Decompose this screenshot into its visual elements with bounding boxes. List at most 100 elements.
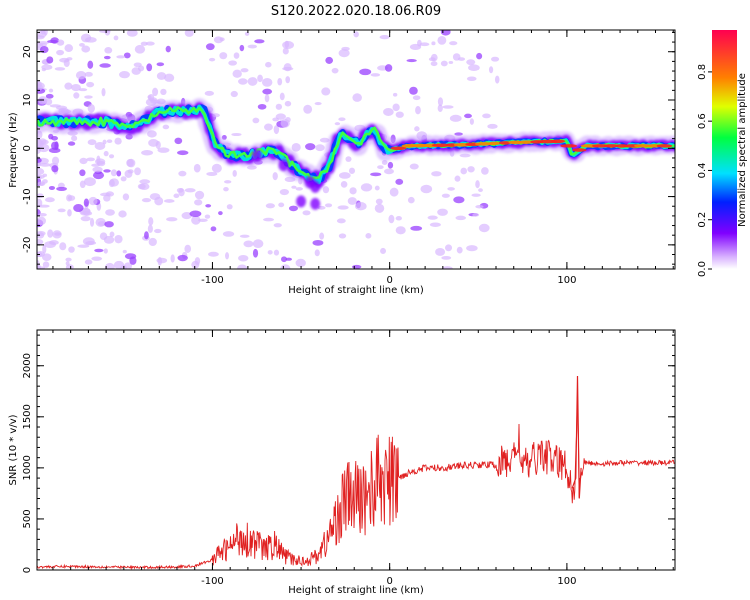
- ridge-blob: [251, 149, 262, 162]
- noise-speckle: [429, 222, 441, 227]
- noise-speckle: [380, 247, 387, 254]
- noise-speckle: [54, 141, 59, 151]
- noise-speckle: [442, 105, 454, 109]
- noise-speckle: [94, 248, 104, 253]
- y-tick-label-bottom: 1000: [22, 455, 33, 480]
- noise-speckle: [374, 185, 380, 191]
- noise-speckle: [247, 77, 258, 86]
- noise-speckle: [381, 160, 388, 166]
- noise-speckle: [104, 262, 115, 269]
- noise-speckle: [487, 123, 498, 129]
- noise-speckle: [37, 43, 44, 48]
- noise-speckle: [295, 187, 303, 191]
- noise-speckle: [280, 119, 290, 128]
- noise-speckle: [79, 43, 85, 47]
- noise-speckle: [437, 208, 448, 216]
- noise-speckle: [80, 215, 91, 222]
- noise-speckle: [374, 203, 385, 213]
- noise-speckle: [265, 203, 275, 209]
- noise-speckle: [193, 163, 201, 173]
- noise-speckle: [206, 171, 218, 177]
- heatmap-area: [37, 30, 675, 269]
- colorbar-tick-label: 0.8: [697, 64, 708, 80]
- noise-speckle: [84, 71, 93, 77]
- noise-speckle: [283, 63, 292, 72]
- noise-speckle: [208, 251, 219, 257]
- noise-speckle: [126, 30, 138, 37]
- noise-speckle: [273, 249, 280, 256]
- noise-speckle: [419, 42, 430, 47]
- noise-speckle: [87, 139, 97, 146]
- noise-speckle: [42, 261, 50, 268]
- ridge-peak: [646, 144, 661, 148]
- noise-speckle: [48, 147, 61, 153]
- noise-speckle: [272, 117, 280, 122]
- noise-speckle: [370, 172, 382, 177]
- colorbar-tick-label: 0.4: [697, 162, 708, 178]
- x-tick-label-top: 100: [557, 275, 576, 286]
- noise-speckle: [238, 78, 248, 85]
- noise-speckle: [86, 81, 95, 88]
- colorbar-tick-label: 0.6: [697, 113, 708, 129]
- noise-speckle: [440, 60, 448, 67]
- noise-speckle: [445, 244, 453, 252]
- noise-speckle: [469, 118, 474, 125]
- noise-speckle: [154, 228, 162, 234]
- noise-speckle: [91, 256, 103, 261]
- noise-speckle: [435, 248, 446, 256]
- colorbar-label: Normalized spectral amplitude: [737, 73, 748, 227]
- noise-speckle: [99, 63, 111, 68]
- noise-speckle: [387, 161, 394, 169]
- ridge-peak: [517, 140, 535, 144]
- noise-speckle: [284, 100, 292, 107]
- noise-speckle: [466, 76, 477, 82]
- noise-speckle: [466, 59, 476, 66]
- noise-speckle: [37, 157, 42, 163]
- noise-speckle: [281, 256, 288, 263]
- noise-speckle: [54, 67, 66, 71]
- noise-speckle: [409, 163, 419, 170]
- noise-speckle: [338, 233, 347, 239]
- noise-speckle: [302, 210, 311, 216]
- noise-speckle: [139, 179, 151, 184]
- noise-speckle: [353, 31, 359, 38]
- noise-speckle: [239, 234, 250, 238]
- colorbar-tick-label: 0.2: [697, 212, 708, 228]
- snr-line-area: [37, 375, 675, 570]
- noise-speckle: [80, 33, 92, 43]
- noise-speckle: [134, 167, 141, 176]
- noise-speckle: [162, 124, 170, 130]
- noise-speckle: [392, 92, 398, 97]
- noise-speckle: [395, 178, 404, 185]
- noise-speckle: [146, 63, 153, 72]
- noise-speckle: [352, 93, 362, 102]
- noise-speckle: [468, 64, 480, 72]
- noise-speckle: [288, 205, 298, 212]
- x-axis-label-top: Height of straight line (km): [288, 285, 424, 296]
- noise-speckle: [73, 92, 80, 99]
- noise-speckle: [252, 239, 264, 249]
- noise-speckle: [409, 86, 418, 95]
- colorbar: 0.0 0.2 0.4 0.6 0.8 Normalized spectral ampl…: [697, 30, 748, 277]
- noise-speckle: [71, 83, 81, 92]
- noise-speckle: [355, 202, 367, 211]
- noise-speckle: [347, 197, 357, 205]
- noise-speckle: [131, 67, 141, 75]
- noise-speckle: [129, 256, 137, 265]
- noise-speckle: [51, 165, 59, 173]
- noise-speckle: [54, 232, 62, 236]
- noise-speckle: [145, 41, 155, 46]
- y-tick-label-top: -20: [22, 237, 33, 253]
- noise-speckle: [147, 224, 153, 233]
- noise-speckle: [240, 68, 249, 73]
- noise-speckle: [103, 248, 108, 254]
- noise-speckle: [441, 266, 454, 269]
- noise-speckle: [148, 217, 154, 226]
- noise-speckle: [272, 172, 278, 181]
- noise-speckle: [110, 169, 118, 177]
- noise-speckle: [225, 252, 230, 260]
- noise-speckle: [457, 57, 466, 61]
- noise-speckle: [210, 226, 217, 232]
- noise-speckle: [141, 150, 154, 156]
